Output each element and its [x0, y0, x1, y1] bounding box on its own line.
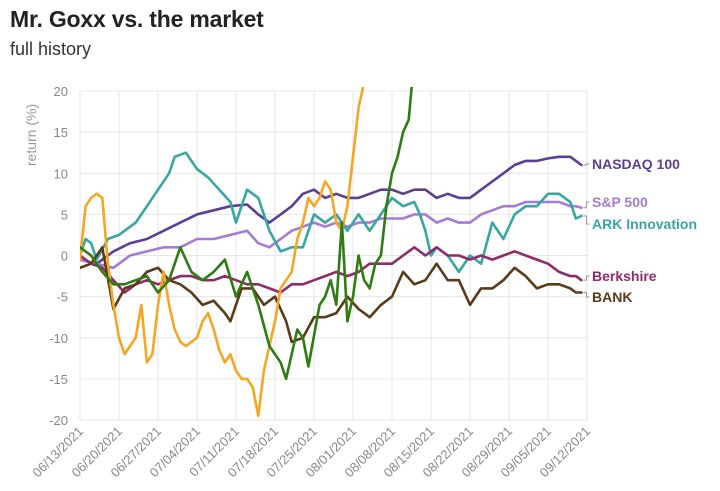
- series-line: [80, 151, 583, 274]
- chart-subtitle: full history: [10, 39, 92, 59]
- series-labels: NASDAQ 100 S&P 500 ARK Innovation Berkshire…: [583, 156, 697, 305]
- y-tick-label: 15: [54, 125, 68, 140]
- grid: [79, 90, 588, 421]
- series-label: BANK: [592, 289, 632, 305]
- y-axis-label: return (%): [23, 104, 39, 166]
- y-tick-label: -20: [49, 413, 68, 428]
- y-tick-label: 0: [61, 249, 68, 264]
- chart-title: Mr. Goxx vs. the market: [10, 6, 264, 32]
- series-label: S&P 500: [592, 194, 648, 210]
- series-label-leader: [583, 215, 590, 225]
- series-label: NASDAQ 100: [592, 156, 680, 172]
- y-tick-label: -10: [49, 331, 68, 346]
- series-line: [80, 246, 583, 344]
- series-label-leader: [583, 201, 590, 209]
- y-tick-label: 10: [54, 166, 68, 181]
- series-line: [80, 87, 413, 381]
- series-line: [80, 87, 365, 418]
- series-line: [80, 155, 583, 265]
- series-label: ARK Innovation: [592, 216, 697, 232]
- y-tick-label: 20: [54, 84, 68, 99]
- series-label: Berkshire: [592, 268, 657, 284]
- series-label-leader: [583, 275, 590, 281]
- y-tick-label: -15: [49, 372, 68, 387]
- series-label-leader: [583, 292, 590, 298]
- series-label-leader: [583, 163, 590, 166]
- y-tick-label: -5: [56, 290, 68, 305]
- y-tick-label: 5: [61, 207, 68, 222]
- series-lines: [80, 87, 583, 418]
